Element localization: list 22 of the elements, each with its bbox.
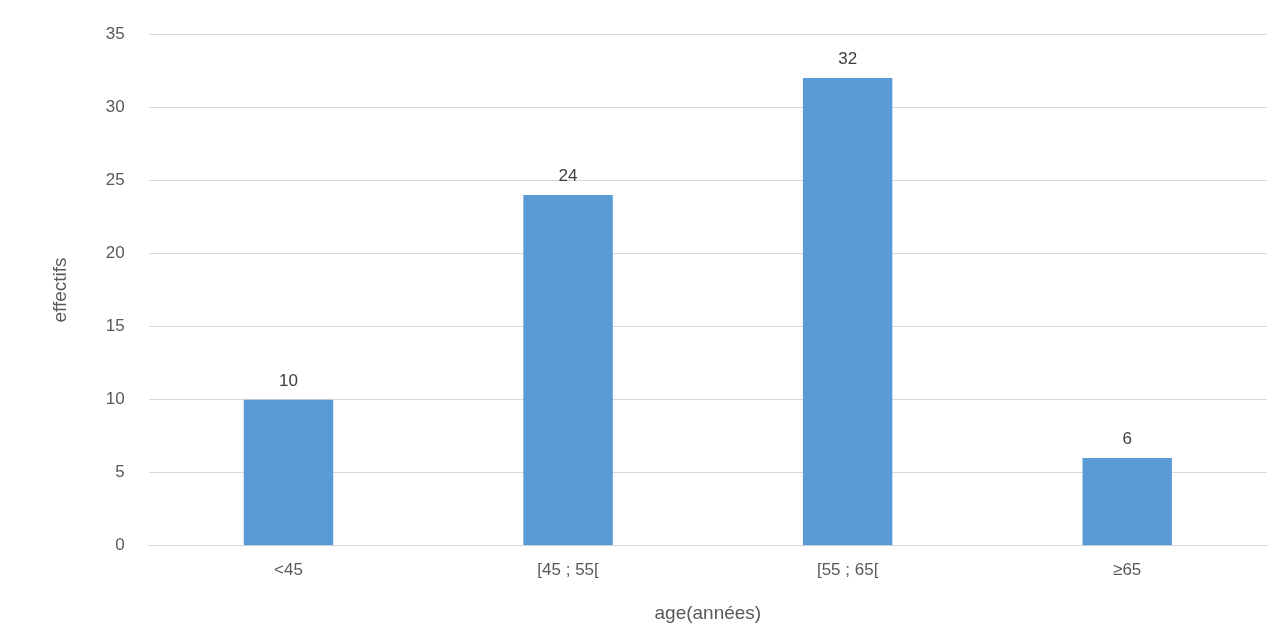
bar bbox=[523, 194, 613, 546]
data-label: 24 bbox=[558, 166, 578, 186]
x-tick-label: [55 ; 65[ bbox=[816, 559, 879, 579]
y-tick-label: 30 bbox=[105, 96, 125, 116]
data-label: 10 bbox=[279, 370, 298, 390]
bar bbox=[1082, 458, 1172, 546]
x-tick-label: <45 bbox=[274, 559, 303, 579]
bar bbox=[243, 399, 334, 546]
y-tick-label: 35 bbox=[105, 23, 125, 43]
x-tick-label: ≥65 bbox=[1113, 559, 1142, 579]
y-tick-label: 20 bbox=[105, 243, 125, 263]
x-axis-title: age(années) bbox=[654, 601, 762, 623]
y-tick-label: 15 bbox=[105, 316, 125, 336]
bar bbox=[802, 78, 893, 546]
y-tick-label: 5 bbox=[115, 462, 125, 482]
y-axis-title: effectifs bbox=[48, 257, 70, 323]
y-tick-label: 0 bbox=[115, 535, 125, 555]
x-tick-label: [45 ; 55[ bbox=[537, 559, 600, 579]
y-tick-label: 25 bbox=[105, 170, 125, 190]
data-label: 6 bbox=[1122, 429, 1132, 449]
y-tick-label: 10 bbox=[105, 389, 125, 409]
data-label: 32 bbox=[838, 49, 858, 69]
